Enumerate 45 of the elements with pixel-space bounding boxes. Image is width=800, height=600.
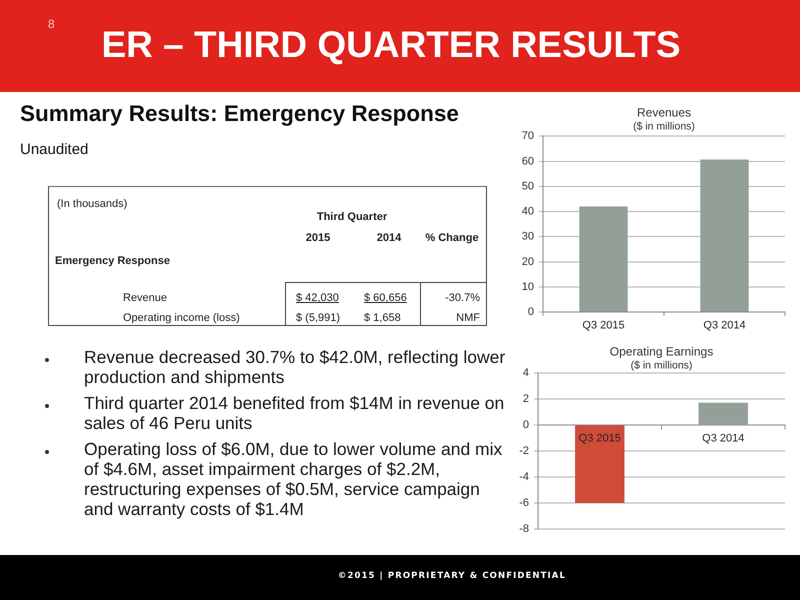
y-tick-label: 30 xyxy=(522,230,534,243)
text: $ 1,658 xyxy=(364,311,401,325)
text: Operating income (loss) xyxy=(123,311,240,325)
text: ER – THIRD QUARTER RESULTS xyxy=(101,24,681,66)
text: 2015 xyxy=(306,231,330,245)
y-tick-label: 70 xyxy=(522,130,534,142)
text: $ 60,656 xyxy=(364,291,407,305)
x-tick-label: Q3 2015 xyxy=(582,320,625,332)
y-tick-label: -4 xyxy=(519,470,529,483)
y-tick-label: 10 xyxy=(522,280,534,293)
text: Summary Results: Emergency Response xyxy=(20,101,459,127)
text: Unaudited xyxy=(20,141,88,159)
text: 8 xyxy=(48,17,55,31)
y-tick-label: 60 xyxy=(522,155,534,168)
y-tick-label: 50 xyxy=(522,180,534,192)
text: Operating loss of $6.0M, due to lower volume and mix of $4.6M, asset impairment charges of $2.2M, restructuring expenses of $0.5M, service campaign and warranty costs of $1.4M xyxy=(84,439,502,519)
x-tick-label: Q3 2014 xyxy=(702,432,744,444)
text: NMF xyxy=(456,311,480,325)
text: Third quarter 2014 benefited from $14M in revenue on sales of 46 Peru units xyxy=(84,393,504,433)
text: Revenue decreased 30.7% to $42.0M, reflecting lower production and shipments xyxy=(84,347,506,387)
x-tick-label: Q3 2014 xyxy=(703,320,746,332)
text: Emergency Response xyxy=(55,254,170,268)
y-tick-label: -6 xyxy=(519,497,529,509)
y-tick-label: 20 xyxy=(522,256,534,268)
y-tick-label: -8 xyxy=(519,523,529,536)
x-tick-label: Q3 2015 xyxy=(578,432,621,444)
chart-subtitle: ($ in millions) xyxy=(630,359,692,372)
text: $ (5,991) xyxy=(296,311,340,325)
y-tick-label: -2 xyxy=(519,444,529,457)
chart-title: Revenues xyxy=(636,105,692,120)
chart-subtitle: ($ in millions) xyxy=(633,120,695,132)
y-tick-label: 0 xyxy=(522,418,529,431)
text: Third Quarter xyxy=(316,210,388,224)
y-tick-label: 2 xyxy=(522,392,529,405)
y-tick-label: 4 xyxy=(522,366,529,379)
text: (In thousands) xyxy=(57,197,128,211)
text: % Change xyxy=(425,231,479,245)
text: 2014 xyxy=(376,231,402,245)
y-tick-label: 0 xyxy=(528,306,534,318)
chart-title: Operating Earnings xyxy=(610,344,714,358)
text: Revenue xyxy=(123,291,168,305)
text: -30.7% xyxy=(445,291,480,305)
text: $ 42,030 xyxy=(296,291,339,305)
y-tick-label: 40 xyxy=(522,206,534,218)
text: ©2015 | PROPRIETARY & CONFIDENTIAL xyxy=(338,570,566,582)
